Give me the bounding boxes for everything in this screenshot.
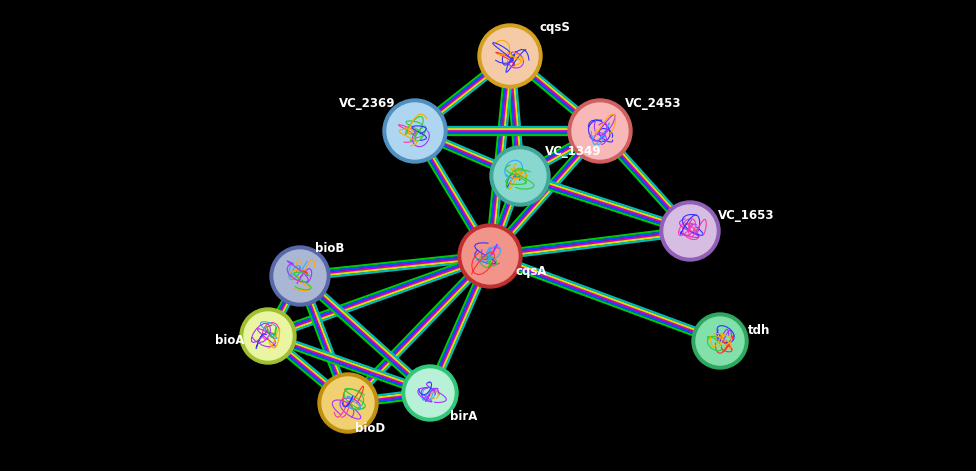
Text: cqsS: cqsS <box>540 22 571 34</box>
Circle shape <box>406 369 454 417</box>
Circle shape <box>322 377 374 429</box>
Circle shape <box>462 228 518 284</box>
Text: VC_2453: VC_2453 <box>625 97 681 109</box>
Text: bioB: bioB <box>315 243 345 255</box>
Circle shape <box>568 99 632 163</box>
Circle shape <box>270 246 330 306</box>
Circle shape <box>494 150 546 202</box>
Circle shape <box>387 103 443 159</box>
Circle shape <box>240 308 296 364</box>
Text: bioA: bioA <box>216 334 245 348</box>
Text: bioD: bioD <box>355 422 386 436</box>
Circle shape <box>274 250 326 302</box>
Circle shape <box>572 103 628 159</box>
Text: tdh: tdh <box>748 325 770 338</box>
Circle shape <box>318 373 378 433</box>
Text: birA: birA <box>450 409 477 422</box>
Text: VC_1653: VC_1653 <box>718 210 775 222</box>
Circle shape <box>244 312 292 360</box>
Text: cqsA: cqsA <box>515 265 547 277</box>
Circle shape <box>482 28 538 84</box>
Circle shape <box>490 146 550 206</box>
Text: VC_1349: VC_1349 <box>545 145 601 157</box>
Circle shape <box>664 205 716 257</box>
Circle shape <box>692 313 748 369</box>
Circle shape <box>458 224 522 288</box>
Circle shape <box>402 365 458 421</box>
Text: VC_2369: VC_2369 <box>339 97 395 109</box>
Circle shape <box>660 201 720 261</box>
Circle shape <box>478 24 542 88</box>
Circle shape <box>696 317 744 365</box>
Circle shape <box>383 99 447 163</box>
